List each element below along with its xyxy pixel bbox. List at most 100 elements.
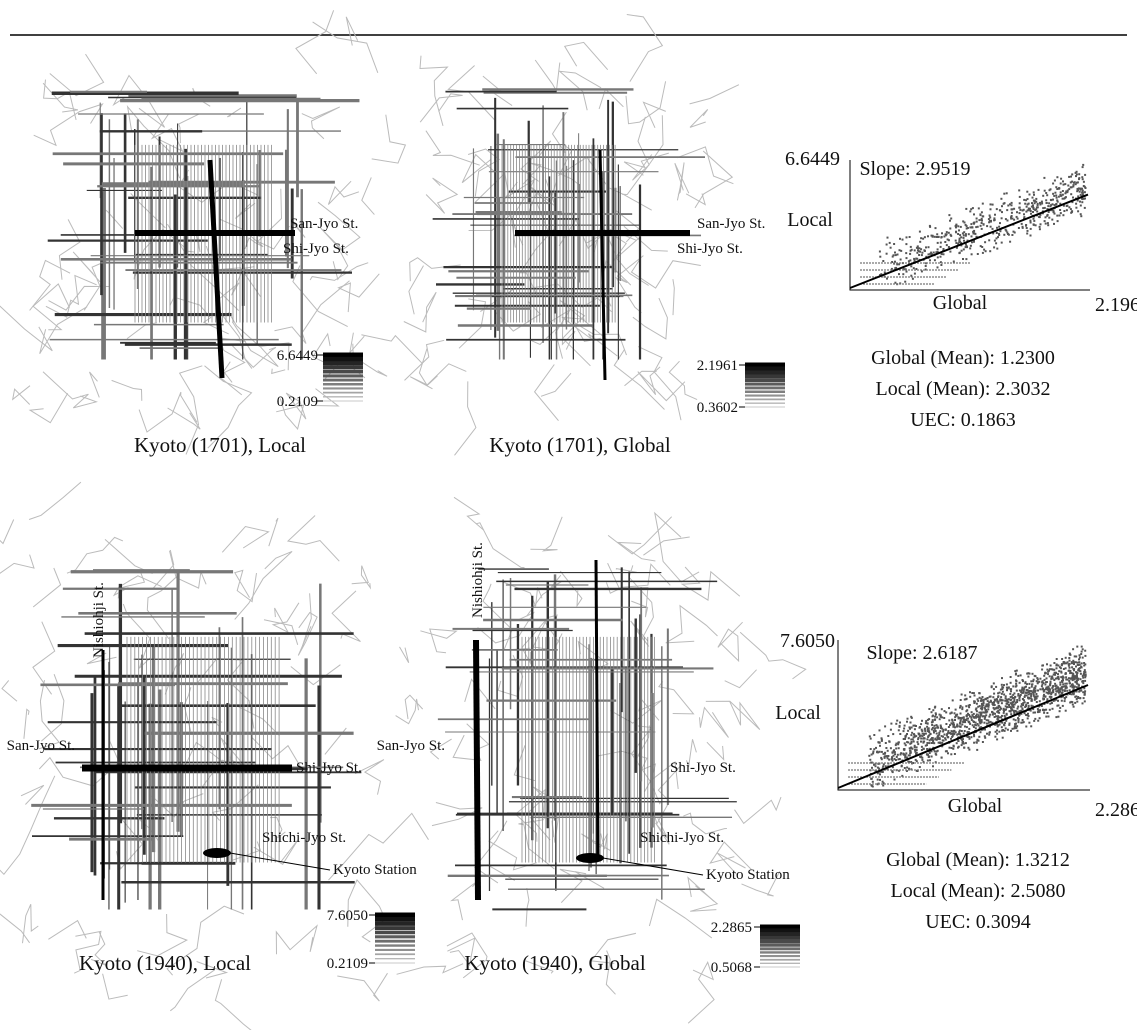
scatter-point: [875, 765, 877, 767]
scatter-point: [1021, 703, 1023, 705]
scatter-point: [1044, 709, 1046, 711]
scatter-point: [962, 258, 964, 260]
scatter-point: [1069, 660, 1071, 662]
scatter-point: [1036, 677, 1038, 679]
scatter-point: [914, 751, 916, 753]
scatter-point: [989, 250, 991, 252]
scatter-point: [958, 241, 960, 243]
street-label: Shi-Jyo St.: [283, 241, 349, 257]
scatter-point: [1058, 196, 1060, 198]
scatter-point: [1076, 683, 1078, 685]
scatter-point: [1054, 204, 1056, 206]
scatter-point: [1081, 176, 1083, 178]
scatter-point: [913, 741, 915, 743]
scatter-point: [973, 700, 975, 702]
scatter-point: [884, 753, 886, 755]
scatter-point: [1079, 191, 1081, 193]
scatter-point: [1016, 211, 1018, 213]
scatter-point: [989, 714, 991, 716]
map-caption: Kyoto (1701), Global: [489, 433, 671, 457]
scatter-point: [987, 708, 989, 710]
scatter-point: [1064, 673, 1066, 675]
scatter-point: [1015, 727, 1017, 729]
scatter-point: [887, 755, 889, 757]
scatter-point: [1015, 719, 1017, 721]
scatter-point: [914, 745, 916, 747]
scatter-point: [993, 688, 995, 690]
scatter-point: [1074, 702, 1076, 704]
scatter-point: [1026, 689, 1028, 691]
scatter-point: [919, 727, 921, 729]
scatter-point: [1076, 677, 1078, 679]
scatter-point: [1001, 242, 1003, 244]
scatter-point: [1035, 685, 1037, 687]
scatter-point: [1019, 699, 1021, 701]
legend-min: 0.5068: [711, 960, 752, 976]
scatter-point: [957, 233, 959, 235]
scatter-point: [1057, 690, 1059, 692]
scatter-point: [1051, 219, 1053, 221]
scatter-point: [1013, 718, 1015, 720]
scatter-point: [1071, 677, 1073, 679]
scatter-point: [1043, 712, 1045, 714]
scatter-point: [1011, 212, 1013, 214]
scatter-point: [909, 728, 911, 730]
scatter-point: [889, 242, 891, 244]
slope-label: Slope: 2.9519: [859, 158, 970, 180]
scatter-point: [1037, 204, 1039, 206]
scatter-point: [899, 238, 901, 240]
scatter-point: [1065, 676, 1067, 678]
scatter-point: [1004, 722, 1006, 724]
scatter-point: [1030, 680, 1032, 682]
scatter-point: [891, 756, 893, 758]
scatter-point: [981, 721, 983, 723]
scatter-point: [1068, 670, 1070, 672]
scatter-point: [1038, 216, 1040, 218]
scatter-point: [1073, 693, 1075, 695]
scatter-point: [944, 710, 946, 712]
scatter-point: [939, 718, 941, 720]
legend-max: 2.1961: [697, 358, 738, 374]
scatter-point: [1043, 675, 1045, 677]
scatter-point: [1084, 690, 1086, 692]
scatter-point: [977, 700, 979, 702]
scatter-point: [910, 265, 912, 267]
scatter-point: [1033, 200, 1035, 202]
scatter-point: [899, 733, 901, 735]
scatter-point: [981, 228, 983, 230]
scatter-point: [975, 727, 977, 729]
scatter-point: [880, 757, 882, 759]
scatter-point: [906, 767, 908, 769]
scatter-point: [978, 725, 980, 727]
scatter-point: [893, 254, 895, 256]
scatter-point: [906, 257, 908, 259]
scatter-point: [932, 737, 934, 739]
scatter-point: [950, 218, 952, 220]
scatter-point: [935, 753, 937, 755]
scatter-point: [885, 747, 887, 749]
scatter-point: [988, 706, 990, 708]
scatter-point: [1047, 686, 1049, 688]
scatter-point: [895, 748, 897, 750]
scatter-point: [909, 752, 911, 754]
scatter-point: [919, 231, 921, 233]
scatter-point: [990, 208, 992, 210]
scatter-point: [971, 719, 973, 721]
street-label: Shi-Jyo St.: [296, 760, 362, 776]
scatter-point: [970, 245, 972, 247]
scatter-point: [1045, 192, 1047, 194]
scatter-point: [1029, 194, 1031, 196]
scatter-point: [919, 241, 921, 243]
scatter-point: [1017, 675, 1019, 677]
scatter-point: [1026, 191, 1028, 193]
scatter-point: [933, 252, 935, 254]
scatter-point: [911, 732, 913, 734]
scatter-point: [921, 759, 923, 761]
scatter-point: [1027, 702, 1029, 704]
scatter-point: [1066, 191, 1068, 193]
scatter-point: [971, 714, 973, 716]
scatter-point: [986, 733, 988, 735]
scatter-point: [985, 250, 987, 252]
scatter-point: [955, 226, 957, 228]
scatter-point: [995, 686, 997, 688]
